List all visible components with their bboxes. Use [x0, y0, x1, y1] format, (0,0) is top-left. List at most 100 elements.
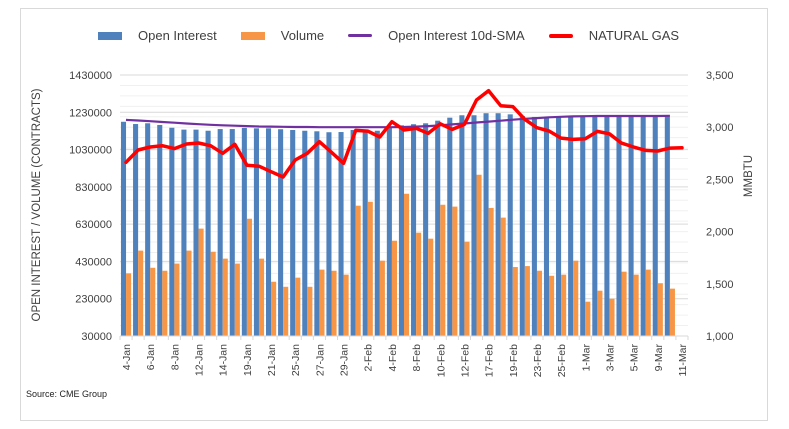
x-tick-label: 3-Mar	[604, 343, 616, 371]
volume-bar	[464, 241, 470, 336]
natural-gas-swatch	[548, 33, 573, 38]
right-axis: 3,500 3,000 2,500 2,000 1,500 1,000	[706, 70, 734, 343]
x-tick-label: 25-Jan	[290, 344, 302, 376]
left-tick-label: 1230000	[69, 107, 112, 119]
bars	[120, 113, 675, 337]
volume-bar	[138, 250, 144, 336]
volume-bar	[355, 205, 361, 336]
volume-bar	[645, 269, 651, 336]
open-interest-bar	[314, 131, 320, 336]
x-tick-label: 9-Mar	[653, 343, 665, 371]
volume-swatch	[240, 31, 265, 40]
volume-bar	[234, 263, 240, 336]
x-tick-label: 14-Jan	[218, 344, 230, 376]
open-interest-bar	[556, 116, 562, 336]
open-interest-bar	[507, 114, 513, 336]
x-tick-label: 12-Feb	[459, 344, 471, 377]
x-tick-label: 23-Feb	[532, 344, 544, 377]
volume-bar	[524, 266, 530, 336]
volume-bar	[633, 274, 639, 336]
volume-bar	[391, 240, 397, 336]
volume-bar	[367, 201, 373, 336]
legend-label: Open Interest	[138, 28, 217, 43]
left-tick-label: 1430000	[69, 70, 112, 82]
open-interest-bar	[628, 116, 634, 336]
x-tick-label: 1-Mar	[580, 343, 592, 371]
volume-bar	[452, 206, 458, 336]
open-interest-bar	[592, 116, 598, 336]
x-tick-label: 17-Feb	[484, 344, 496, 377]
volume-bar	[186, 250, 192, 336]
open-interest-bar	[338, 132, 344, 336]
sma-swatch	[348, 34, 373, 37]
volume-bar	[512, 267, 518, 336]
left-axis: 1430000 1230000 1030000 830000 630000 430000 2…	[69, 70, 112, 343]
volume-bar	[174, 263, 180, 336]
volume-bar	[476, 174, 482, 336]
open-interest-bar	[580, 116, 586, 336]
open-interest-bar	[423, 123, 429, 336]
volume-bar	[621, 271, 627, 336]
left-tick-label: 1030000	[69, 145, 112, 157]
volume-bar	[246, 218, 252, 336]
open-interest-bar	[241, 127, 247, 337]
volume-bar	[210, 251, 216, 336]
volume-bar	[283, 286, 289, 336]
volume-bar	[331, 270, 337, 336]
lines	[124, 88, 684, 179]
open-interest-bar	[471, 115, 477, 336]
volume-bar	[488, 207, 494, 336]
x-tick-label: 25-Feb	[556, 344, 568, 377]
x-tick-label: 12-Jan	[194, 344, 206, 376]
right-tick-label: 1,500	[706, 279, 734, 291]
open-interest-bar	[145, 123, 151, 336]
open-interest-bar	[664, 116, 670, 336]
open-interest-bar	[133, 124, 139, 336]
open-interest-bar	[604, 116, 610, 336]
x-tick-label: 21-Jan	[266, 344, 278, 376]
open-interest-bar	[157, 124, 163, 336]
legend-natural-gas: NATURAL GAS	[548, 28, 680, 43]
volume-bar	[222, 258, 228, 336]
volume-bar	[162, 270, 168, 336]
legend-label: NATURAL GAS	[588, 28, 680, 43]
x-tick-label: 11-Mar	[677, 344, 689, 377]
open-interest-bar	[302, 130, 308, 336]
open-interest-bar	[616, 116, 622, 336]
volume-bar	[536, 270, 543, 336]
volume-bar	[500, 217, 506, 336]
volume-bar	[597, 290, 603, 336]
open-interest-bar	[278, 129, 284, 336]
right-tick-label: 2,000	[706, 227, 734, 239]
open-interest-bar	[265, 128, 272, 336]
x-tick-label: 19-Feb	[508, 344, 520, 377]
x-tick-label: 4-Jan	[121, 344, 133, 370]
open-interest-bar	[253, 128, 259, 336]
open-interest-bar	[398, 125, 404, 336]
legend-volume: Volume	[240, 28, 324, 43]
right-axis-title: MMBTU	[743, 155, 755, 197]
right-tick-label: 3,500	[706, 70, 734, 82]
chart-frame	[20, 8, 768, 421]
x-tick-label: 6-Jan	[145, 344, 157, 370]
open-interest-bar	[543, 116, 550, 336]
volume-bar	[126, 273, 132, 336]
open-interest-bar	[169, 127, 175, 337]
volume-bar	[440, 204, 446, 336]
open-interest-bar	[495, 113, 501, 336]
open-interest-bar	[362, 130, 368, 336]
left-tick-label: 630000	[75, 219, 112, 231]
volume-bar	[319, 269, 325, 336]
volume-bar	[343, 274, 349, 336]
volume-bar	[549, 275, 555, 336]
open-interest-bar	[350, 129, 356, 336]
volume-bar	[585, 301, 591, 336]
open-interest-bar	[290, 129, 296, 336]
legend-sma: Open Interest 10d-SMA	[348, 28, 525, 43]
x-tick-label: 29-Jan	[339, 344, 351, 376]
volume-bar	[416, 232, 422, 336]
open-interest-bar	[519, 116, 525, 336]
open-interest-bar	[652, 116, 658, 336]
volume-bar	[609, 298, 615, 336]
